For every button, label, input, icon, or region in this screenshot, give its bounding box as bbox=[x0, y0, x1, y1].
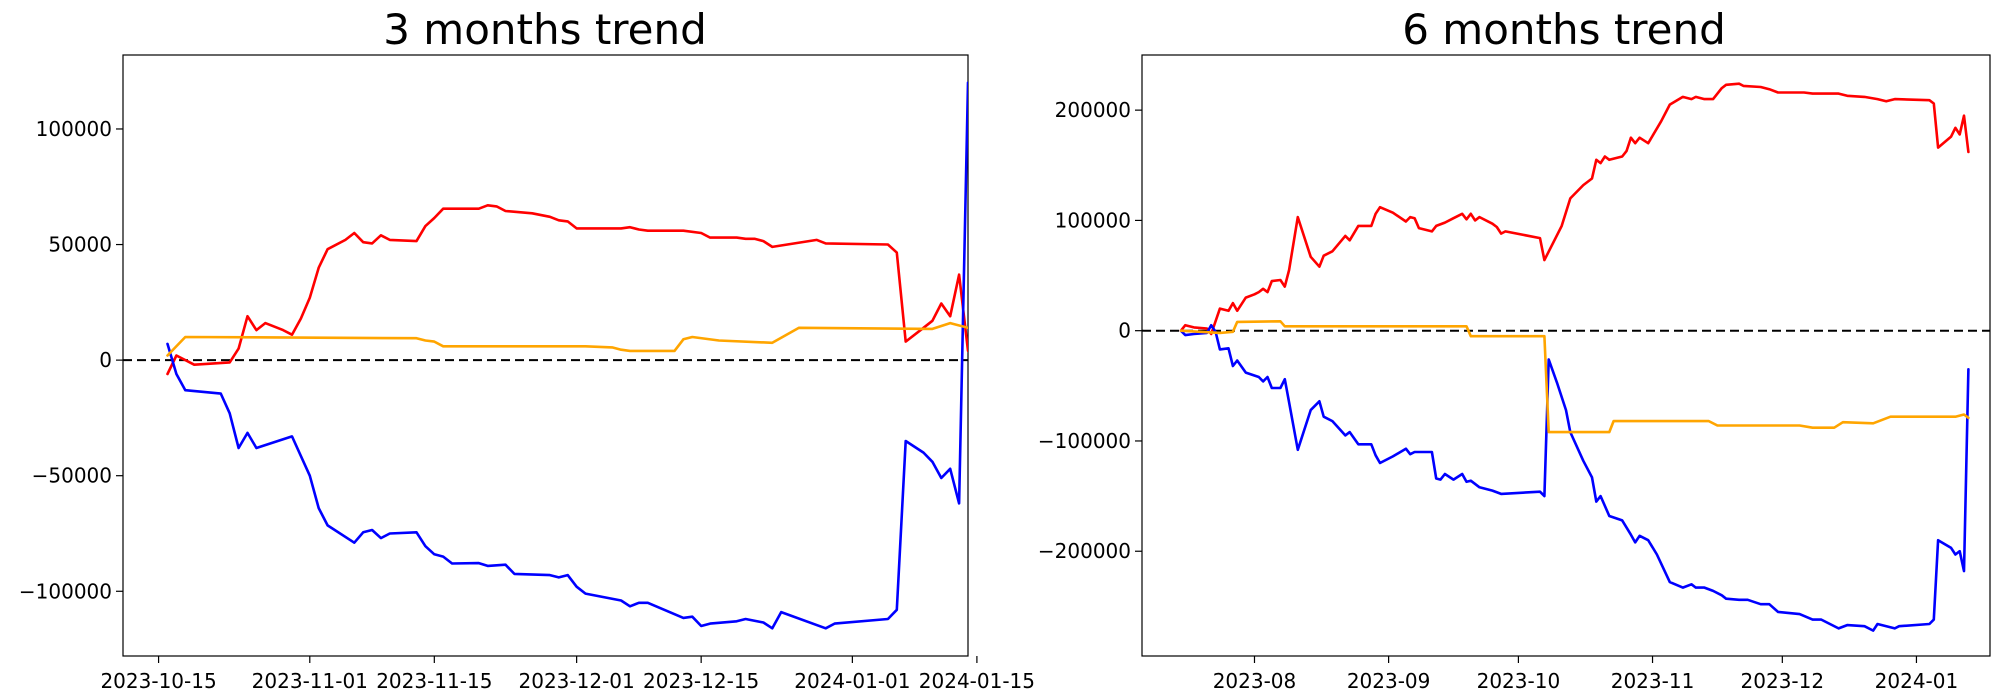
x-tick-label: 2023-11-01 bbox=[252, 669, 368, 693]
x-tick-label: 2024-01-15 bbox=[919, 669, 1035, 693]
x-tick-label: 2023-12 bbox=[1741, 669, 1825, 693]
x-tick-label: 2023-12-15 bbox=[643, 669, 759, 693]
y-tick-label: −200000 bbox=[1038, 539, 1131, 563]
y-tick-label: 100000 bbox=[36, 117, 112, 141]
chart-title: 6 months trend bbox=[1402, 5, 1726, 54]
series-line-red bbox=[166, 204, 968, 376]
y-tick-label: 100000 bbox=[1055, 208, 1131, 232]
y-tick-label: 50000 bbox=[48, 233, 112, 257]
x-tick-label: 2024-01 bbox=[1875, 669, 1959, 693]
chart-6-months-trend: 6 months trend −200000 −100000 0 100000 2000… bbox=[1038, 5, 1991, 693]
chart-3-months-trend: 3 months trend −100000 −50000 0 50000 100000… bbox=[19, 5, 1035, 693]
y-tick-label: 0 bbox=[99, 348, 112, 372]
chart-title: 3 months trend bbox=[383, 5, 707, 54]
x-tick-label: 2023-10 bbox=[1477, 669, 1561, 693]
x-tick-label: 2023-10-15 bbox=[100, 669, 216, 693]
x-tick-label: 2023-09 bbox=[1347, 669, 1431, 693]
x-tick-label: 2023-11 bbox=[1611, 669, 1695, 693]
y-tick-label: 0 bbox=[1118, 319, 1131, 343]
series-line-orange bbox=[1179, 319, 1970, 434]
series-line-blue bbox=[166, 81, 968, 630]
plot-frame bbox=[1141, 54, 1991, 657]
y-tick-label: −100000 bbox=[1038, 429, 1131, 453]
series-line-orange bbox=[166, 321, 968, 357]
y-tick-label: 200000 bbox=[1055, 98, 1131, 122]
plot-frame bbox=[122, 54, 969, 657]
x-tick-label: 2024-01-01 bbox=[794, 669, 910, 693]
x-tick-label: 2023-08 bbox=[1213, 669, 1297, 693]
x-tick-label: 2023-12-01 bbox=[519, 669, 635, 693]
series-line-red bbox=[1179, 82, 1970, 336]
y-tick-label: −50000 bbox=[32, 464, 112, 488]
series-line-blue bbox=[1179, 323, 1970, 632]
y-tick-label: −100000 bbox=[19, 579, 112, 603]
x-tick-label: 2023-11-15 bbox=[376, 669, 492, 693]
